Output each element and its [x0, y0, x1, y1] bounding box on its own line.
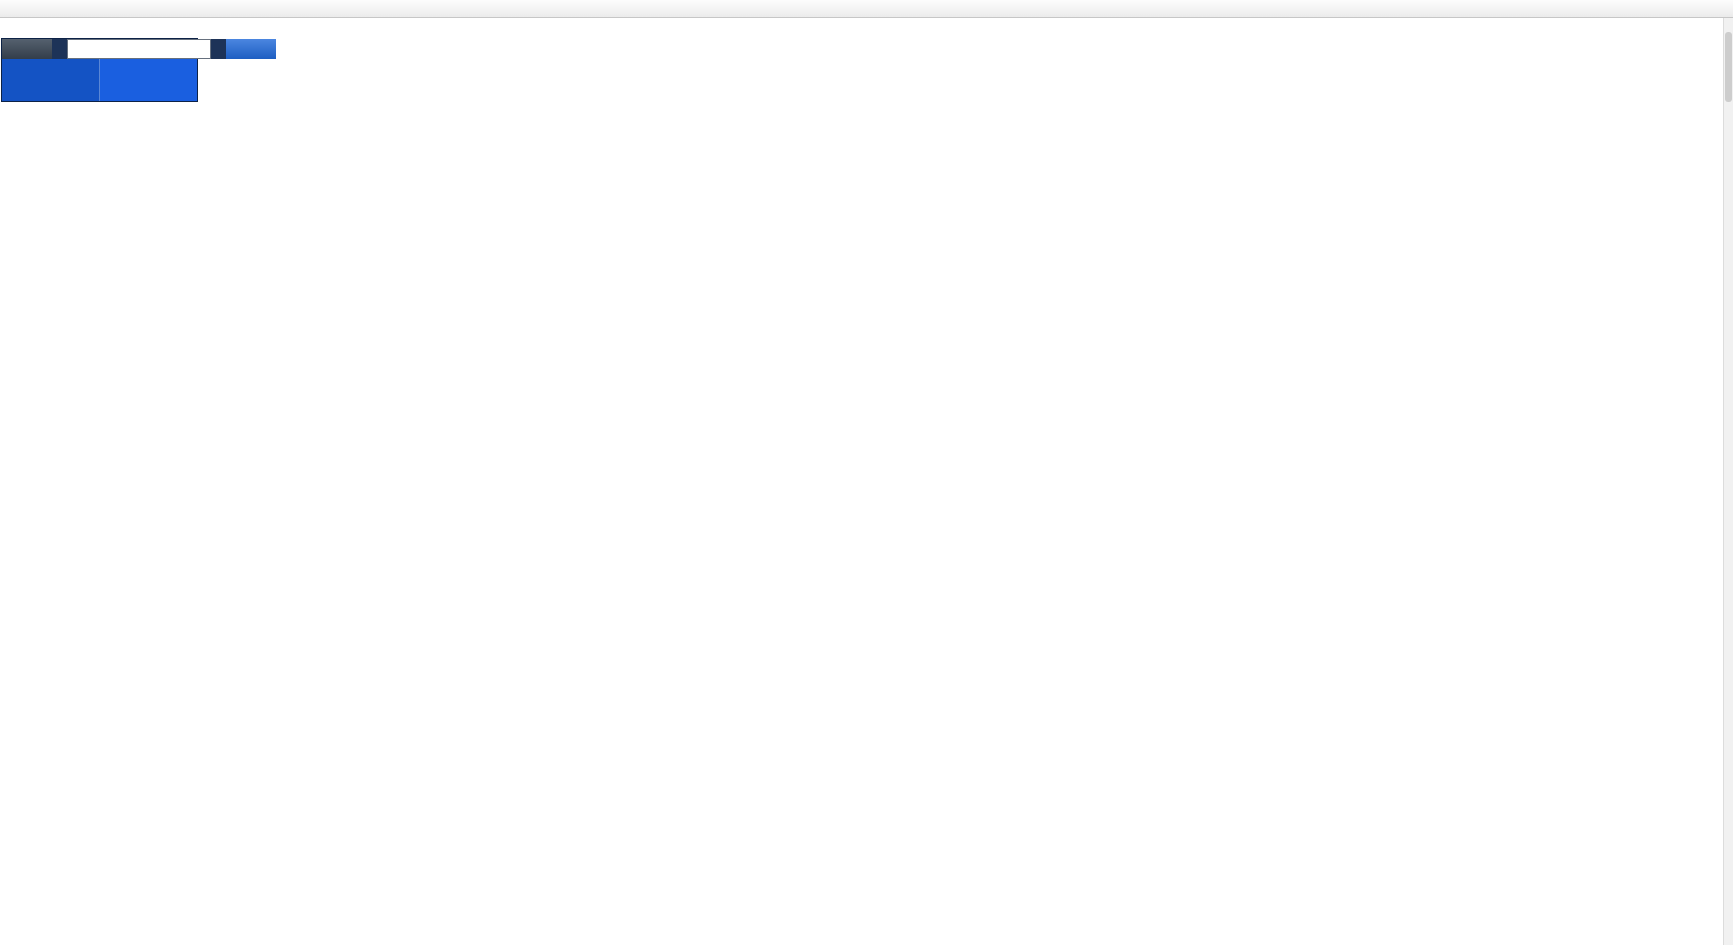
- one-click-trading-panel: [1, 38, 276, 102]
- buy-button[interactable]: [226, 39, 276, 59]
- macd-indicator-label: [3, 579, 15, 590]
- scrollbar-thumb[interactable]: [1725, 32, 1732, 102]
- volume-increase-caret[interactable]: [211, 39, 226, 59]
- sell-button[interactable]: [2, 39, 52, 59]
- quote-line: [4, 21, 7, 32]
- toolbar: [0, 0, 1733, 18]
- sell-price-button[interactable]: [2, 59, 100, 101]
- volume-input[interactable]: [67, 39, 211, 59]
- vertical-scrollbar[interactable]: [1723, 18, 1733, 945]
- volume-decrease-caret[interactable]: [52, 39, 67, 59]
- rsi-indicator-label: [3, 754, 9, 765]
- buy-price-button[interactable]: [100, 59, 197, 101]
